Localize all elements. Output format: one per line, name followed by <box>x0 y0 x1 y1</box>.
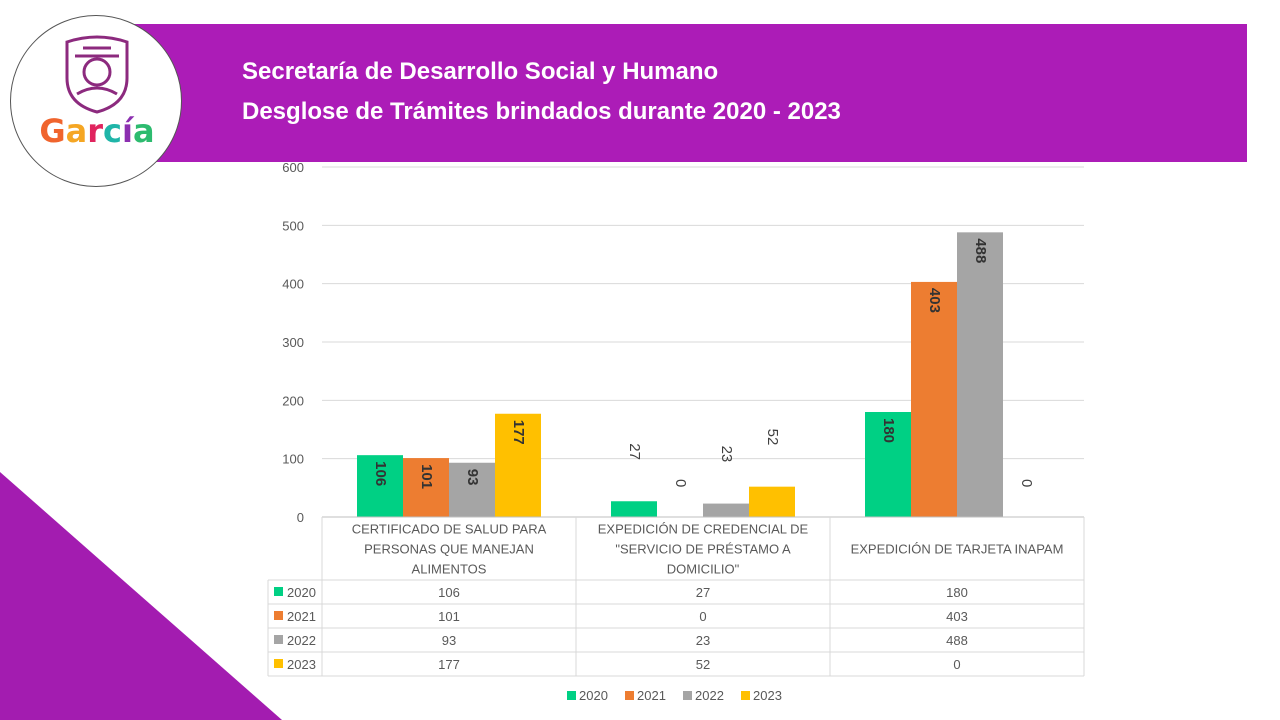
category-label: PERSONAS QUE MANEJAN <box>364 542 534 557</box>
table-cell: 0 <box>699 609 706 624</box>
table-cell: 488 <box>946 633 968 648</box>
logo-letter: G <box>39 112 66 150</box>
table-series-name: 2022 <box>287 633 316 648</box>
table-series-name: 2021 <box>287 609 316 624</box>
y-tick-label: 200 <box>282 393 304 408</box>
table-legend-swatch <box>274 635 283 644</box>
header-title: Secretaría de Desarrollo Social y Humano <box>242 58 719 85</box>
bar <box>749 486 795 517</box>
data-label: 106 <box>372 461 389 486</box>
bar <box>495 413 541 517</box>
legend-swatch <box>625 691 634 700</box>
header-banner <box>130 24 1247 162</box>
bar <box>357 455 403 517</box>
y-tick-label: 100 <box>282 452 304 467</box>
data-label: 0 <box>1018 479 1035 487</box>
category-label: ALIMENTOS <box>412 562 487 577</box>
shield-logo-icon <box>65 35 129 114</box>
data-label: 403 <box>926 288 943 313</box>
table-legend-swatch <box>274 611 283 620</box>
data-label: 177 <box>510 420 527 445</box>
y-tick-label: 300 <box>282 335 304 350</box>
bar <box>449 462 495 517</box>
decorative-triangle <box>0 472 282 720</box>
table-cell: 27 <box>696 585 710 600</box>
table-series-name: 2020 <box>287 585 316 600</box>
legend-label: 2020 <box>579 688 608 703</box>
table-cell: 106 <box>438 585 460 600</box>
legend-label: 2023 <box>753 688 782 703</box>
category-label: CERTIFICADO DE SALUD PARA <box>352 522 547 537</box>
y-tick-label: 400 <box>282 277 304 292</box>
data-label: 180 <box>880 418 897 443</box>
garcia-logo: García <box>10 15 182 187</box>
y-tick-label: 500 <box>282 218 304 233</box>
category-label: EXPEDICIÓN DE TARJETA INAPAM <box>851 542 1064 557</box>
legend-swatch <box>741 691 750 700</box>
logo-letter: c <box>103 112 123 150</box>
bar <box>403 458 449 517</box>
logo-wordmark: García <box>11 112 183 150</box>
data-label: 52 <box>764 429 781 446</box>
data-label: 93 <box>464 469 481 486</box>
bar <box>911 281 957 517</box>
table-cell: 52 <box>696 657 710 672</box>
bar <box>957 232 1003 518</box>
bar <box>611 501 657 517</box>
category-label: DOMICILIO" <box>667 562 740 577</box>
category-label: "SERVICIO DE PRÉSTAMO A <box>615 542 791 557</box>
legend-label: 2022 <box>695 688 724 703</box>
table-cell: 23 <box>696 633 710 648</box>
logo-letter: r <box>87 112 104 150</box>
bar <box>703 503 749 517</box>
table-cell: 101 <box>438 609 460 624</box>
table-legend-swatch <box>274 659 283 668</box>
table-cell: 177 <box>438 657 460 672</box>
data-label: 23 <box>718 446 735 463</box>
data-label: 27 <box>626 443 643 460</box>
data-label: 0 <box>672 479 689 487</box>
table-cell: 403 <box>946 609 968 624</box>
legend-swatch <box>683 691 692 700</box>
category-label: EXPEDICIÓN DE CREDENCIAL DE <box>598 522 809 537</box>
table-cell: 180 <box>946 585 968 600</box>
table-legend-swatch <box>274 587 283 596</box>
table-series-name: 2023 <box>287 657 316 672</box>
table-cell: 0 <box>953 657 960 672</box>
header-subtitle: Desglose de Trámites brindados durante 2… <box>242 98 841 125</box>
y-tick-label: 0 <box>297 510 304 525</box>
data-label: 101 <box>418 464 435 489</box>
data-label: 488 <box>972 238 989 263</box>
legend-swatch <box>567 691 576 700</box>
logo-letter: a <box>65 112 88 150</box>
table-cell: 93 <box>442 633 456 648</box>
y-tick-label: 600 <box>282 160 304 175</box>
legend-label: 2021 <box>637 688 666 703</box>
logo-letter: a <box>132 112 155 150</box>
bar <box>865 412 911 517</box>
logo-letter: í <box>122 112 133 150</box>
